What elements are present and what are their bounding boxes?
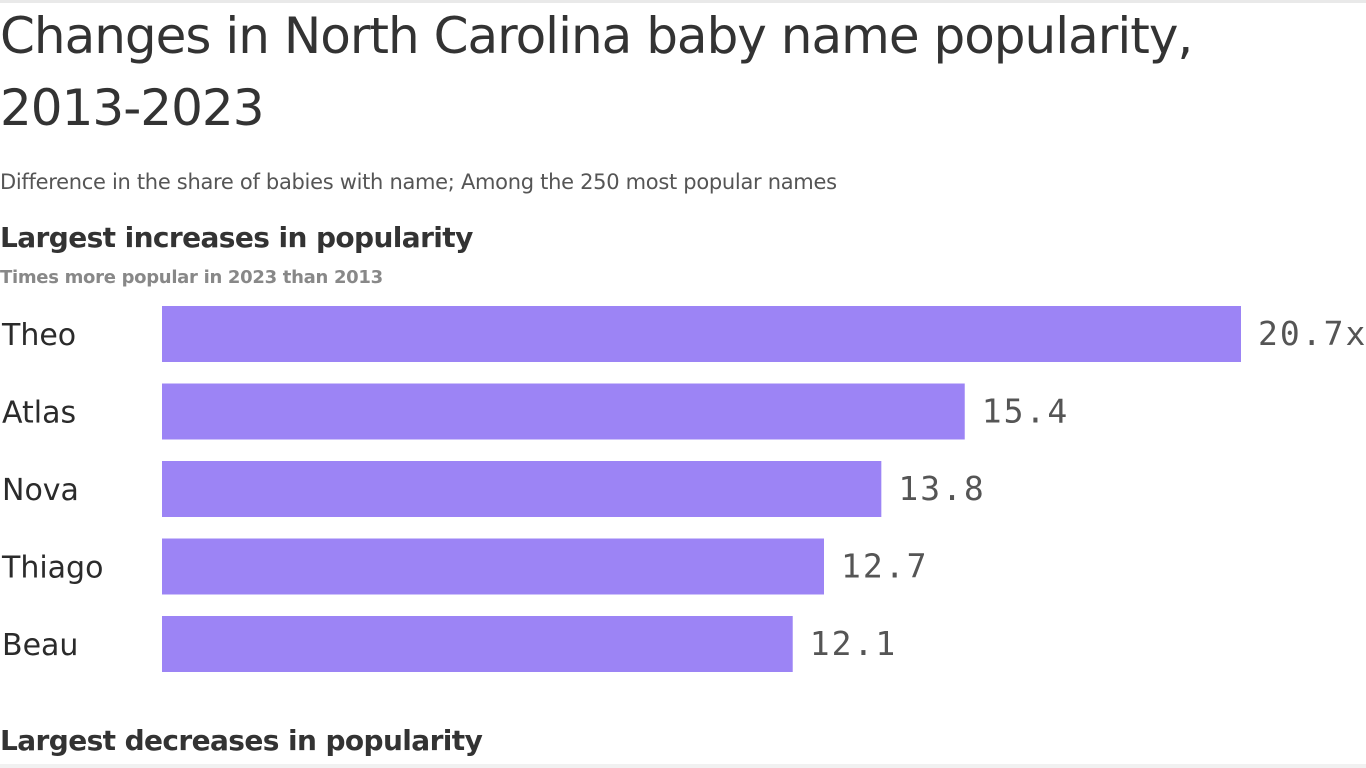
increases-subheading: Times more popular in 2023 than 2013	[0, 267, 383, 288]
bar-beau	[162, 616, 793, 672]
value-label: 13.8	[898, 469, 985, 508]
category-label: Beau	[2, 628, 78, 663]
value-label: 20.7x	[1258, 314, 1366, 353]
category-label: Atlas	[2, 396, 76, 431]
chart-title: Changes in North Carolina baby name popu…	[0, 7, 1193, 137]
category-label: Nova	[2, 473, 79, 508]
bottom-band	[0, 764, 1366, 768]
chart-subtitle: Difference in the share of babies with n…	[0, 170, 837, 194]
value-label: 12.1	[810, 624, 897, 663]
category-label: Thiago	[1, 551, 103, 586]
value-label: 15.4	[982, 392, 1069, 431]
decreases-heading: Largest decreases in popularity	[0, 724, 483, 757]
bar-atlas	[162, 383, 965, 440]
value-label: 12.7	[841, 547, 928, 586]
increases-heading: Largest increases in popularity	[0, 221, 473, 254]
bar-thiago	[162, 538, 824, 595]
top-rule	[0, 0, 1366, 3]
category-label: Theo	[1, 318, 76, 353]
bar-nova	[162, 461, 882, 517]
increases-bar-chart: Theo 20.7x Atlas 15.4 Nova 13.8 Thiago 12.7 Beau…	[1, 306, 1366, 672]
bar-theo	[162, 306, 1241, 362]
